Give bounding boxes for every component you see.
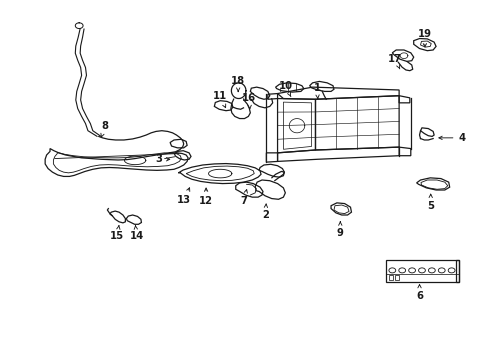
Text: 10: 10 [278, 81, 292, 97]
Text: 14: 14 [129, 226, 143, 242]
Text: 15: 15 [110, 226, 124, 242]
Text: 17: 17 [387, 54, 402, 69]
Text: 8: 8 [101, 121, 108, 137]
Text: 9: 9 [336, 222, 343, 238]
Text: 12: 12 [199, 188, 213, 206]
Text: 2: 2 [262, 204, 268, 220]
Text: 19: 19 [417, 28, 431, 47]
Text: 7: 7 [240, 190, 247, 206]
Text: 13: 13 [177, 188, 191, 205]
Text: 16: 16 [242, 93, 256, 109]
Text: 3: 3 [155, 154, 169, 164]
Text: 11: 11 [213, 91, 227, 108]
Text: 1: 1 [313, 83, 320, 99]
Text: 4: 4 [438, 133, 465, 143]
Text: 18: 18 [231, 76, 245, 91]
Text: 5: 5 [427, 194, 433, 211]
Text: 6: 6 [415, 284, 422, 301]
